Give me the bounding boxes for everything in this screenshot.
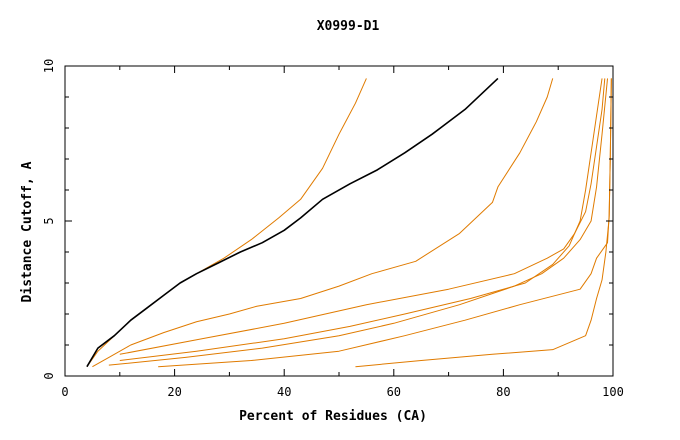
- series-line-2: [86, 78, 367, 367]
- y-axis: 0 5 10: [42, 59, 613, 380]
- chart-title: X0999-D1: [317, 19, 380, 34]
- x-tick-label: 100: [602, 385, 624, 399]
- highlight-series-line-1: [86, 77, 499, 368]
- x-tick-label: 60: [387, 385, 401, 399]
- x-tick-label: 0: [61, 385, 68, 399]
- series-line-3: [92, 78, 554, 368]
- x-axis: 0 20 40 60 80 100: [61, 66, 624, 399]
- series-line-8: [355, 78, 612, 368]
- series-line-7: [158, 78, 612, 368]
- series-line-5: [119, 78, 603, 361]
- y-axis-label: Distance Cutoff, A: [20, 161, 35, 302]
- x-tick-label: 20: [167, 385, 181, 399]
- series-line-6: [108, 78, 609, 366]
- x-tick-label: 40: [277, 385, 291, 399]
- series-layer: [86, 77, 612, 368]
- y-tick-label: 5: [42, 217, 56, 224]
- plot-frame: [64, 65, 614, 377]
- x-axis-label: Percent of Residues (CA): [239, 409, 427, 424]
- y-tick-label: 0: [42, 372, 56, 379]
- y-tick-label: 10: [42, 59, 56, 73]
- series-line-4: [119, 78, 606, 355]
- x-tick-label: 80: [496, 385, 510, 399]
